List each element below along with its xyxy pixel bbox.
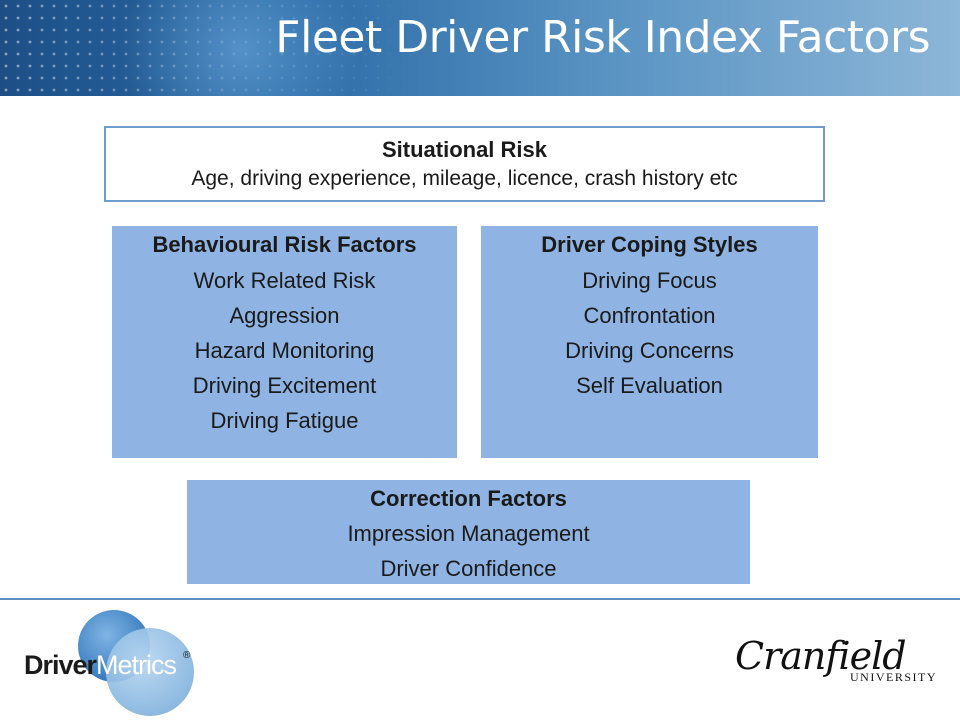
drivermetrics-logo-icon <box>78 610 194 716</box>
behavioural-item: Hazard Monitoring <box>194 338 375 363</box>
drivermetrics-word-metrics: Metrics <box>96 650 177 680</box>
coping-item: Driving Concerns <box>565 338 734 363</box>
coping-styles-box: Driver Coping Styles Driving Focus Confr… <box>481 226 818 458</box>
behavioural-item: Aggression <box>229 303 340 328</box>
behavioural-risk-box: Behavioural Risk Factors Work Related Ri… <box>112 226 457 458</box>
behavioural-risk-heading: Behavioural Risk Factors <box>152 232 417 257</box>
correction-item: Driver Confidence <box>380 556 557 581</box>
situational-risk-box: Situational Risk Age, driving experience… <box>104 126 825 202</box>
coping-item: Confrontation <box>583 303 716 328</box>
behavioural-item: Driving Excitement <box>192 373 377 398</box>
coping-styles-heading: Driver Coping Styles <box>541 232 758 257</box>
footer-divider <box>0 598 960 600</box>
banner-glow <box>110 0 370 96</box>
behavioural-item: Driving Fatigue <box>210 408 359 433</box>
coping-item: Driving Focus <box>582 268 717 293</box>
situational-risk-heading: Situational Risk <box>381 137 548 162</box>
cranfield-logo-subtitle: UNIVERSITY <box>850 670 937 684</box>
drivermetrics-wordmark: DriverMetrics <box>24 650 177 681</box>
correction-item: Impression Management <box>347 521 590 546</box>
correction-factors-heading: Correction Factors <box>370 486 567 511</box>
registered-mark: ® <box>183 650 191 661</box>
title-banner: Fleet Driver Risk Index Factors <box>0 0 960 96</box>
slide-title: Fleet Driver Risk Index Factors <box>275 12 930 63</box>
drivermetrics-word-driver: Driver <box>24 650 97 680</box>
situational-risk-description: Age, driving experience, mileage, licenc… <box>191 167 738 190</box>
coping-item: Self Evaluation <box>576 373 723 398</box>
correction-factors-box: Correction Factors Impression Management… <box>187 480 750 584</box>
cranfield-logo-name: Cranfield <box>735 634 907 678</box>
behavioural-item: Work Related Risk <box>193 268 376 293</box>
